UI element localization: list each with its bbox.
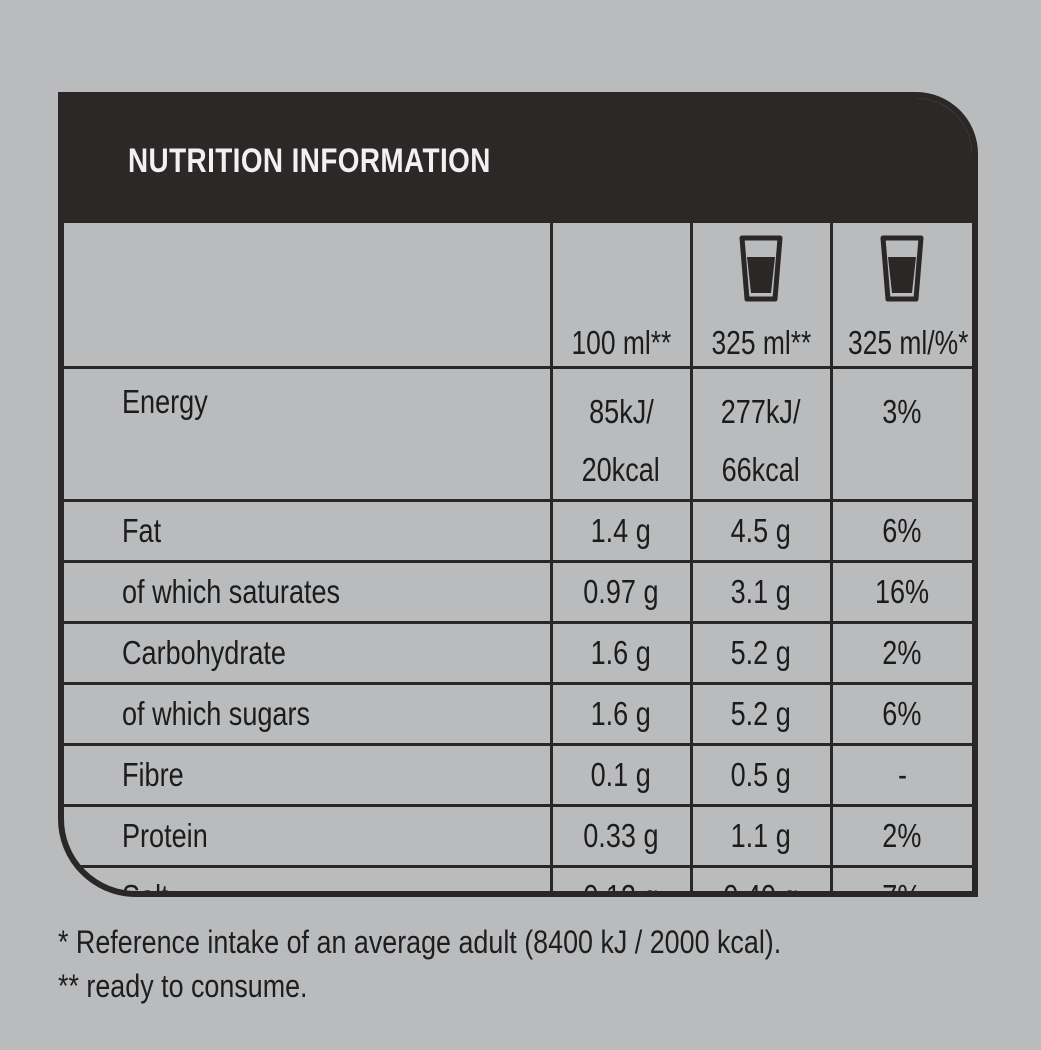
nutrient-name: Carbohydrate: [64, 621, 553, 685]
value-per-100ml: 1.4 g: [549, 499, 693, 563]
value-per-325ml: 277kJ/ 66kcal: [689, 366, 833, 502]
value-text: 7%: [882, 878, 922, 897]
label-title: NUTRITION INFORMATION: [128, 142, 491, 180]
nutrient-label: Fat: [122, 512, 162, 549]
header-per-serving: 325 ml**: [689, 220, 833, 369]
value-text: 6%: [882, 512, 922, 549]
value-text: 2%: [882, 817, 922, 854]
value-per-325ml: 5.2 g: [689, 682, 833, 746]
value-text: 0.1 g: [590, 756, 652, 793]
value-ri-percent: 7%: [829, 865, 972, 897]
value-text: 20kcal: [581, 451, 661, 488]
value-ri-percent: 6%: [829, 499, 972, 563]
header-label: 325 ml/%*: [847, 324, 968, 361]
value-text: 1.1 g: [730, 817, 792, 854]
value-per-100ml: 0.1 g: [549, 743, 693, 807]
value-text: 0.40 g: [723, 878, 799, 897]
table-row: Carbohydrate 1.6 g 5.2 g 2%: [64, 621, 972, 685]
table-row: Salt 0.12 g 0.40 g 7%: [64, 865, 972, 897]
header-blank-cell: [64, 220, 553, 369]
value-text: 1.6 g: [590, 634, 652, 671]
value-text: 66kcal: [721, 451, 801, 488]
nutrient-name: Energy: [64, 366, 553, 502]
value-ri-percent: 16%: [829, 560, 972, 624]
nutrient-label: of which saturates: [122, 573, 341, 610]
value-per-100ml: 1.6 g: [549, 682, 693, 746]
footnotes: * Reference intake of an average adult (…: [58, 920, 919, 1008]
value-text: -: [897, 756, 907, 793]
table-row: Protein 0.33 g 1.1 g 2%: [64, 804, 972, 868]
glass-icon: [739, 235, 783, 311]
title-bar: NUTRITION INFORMATION: [64, 98, 972, 220]
header-label: 100 ml**: [571, 324, 671, 361]
value-per-325ml: 0.5 g: [689, 743, 833, 807]
table-header-row: 100 ml** 325 ml** 325 ml: [64, 220, 972, 369]
header-per-100ml: 100 ml**: [549, 220, 693, 369]
nutrient-name: of which sugars: [64, 682, 553, 746]
table-row: of which sugars 1.6 g 5.2 g 6%: [64, 682, 972, 746]
value-ri-percent: 2%: [829, 621, 972, 685]
glass-icon: [880, 235, 924, 311]
value-text: 1.6 g: [590, 695, 652, 732]
nutrient-label: of which sugars: [122, 695, 311, 732]
value-text: 2%: [882, 634, 922, 671]
footnote-ready-to-consume: ** ready to consume.: [58, 968, 308, 1004]
value-per-325ml: 3.1 g: [689, 560, 833, 624]
value-ri-percent: 2%: [829, 804, 972, 868]
value-text: 0.33 g: [583, 817, 659, 854]
nutrient-label: Fibre: [122, 756, 184, 793]
header-label: 325 ml**: [711, 324, 811, 361]
value-text: 277kJ/: [721, 393, 801, 430]
value-text: 4.5 g: [730, 512, 792, 549]
value-ri-percent: 6%: [829, 682, 972, 746]
nutrient-label: Salt: [122, 878, 169, 897]
value-per-100ml: 0.97 g: [549, 560, 693, 624]
value-text: 6%: [882, 695, 922, 732]
nutrition-table: 100 ml** 325 ml** 325 ml: [64, 220, 972, 897]
value-text: 16%: [875, 573, 930, 610]
table-row: of which saturates 0.97 g 3.1 g 16%: [64, 560, 972, 624]
value-per-325ml: 1.1 g: [689, 804, 833, 868]
value-text: 0.5 g: [730, 756, 792, 793]
table-row: Fat 1.4 g 4.5 g 6%: [64, 499, 972, 563]
table-row-energy: Energy 85kJ/ 20kcal 277kJ/ 66kcal 3%: [64, 366, 972, 502]
value-text: 3.1 g: [730, 573, 792, 610]
nutrient-name: Fat: [64, 499, 553, 563]
value-per-325ml: 0.40 g: [689, 865, 833, 897]
header-ri-percent: 325 ml/%*: [829, 220, 972, 369]
value-text: 5.2 g: [730, 634, 792, 671]
value-text: 5.2 g: [730, 695, 792, 732]
nutrient-label: Carbohydrate: [122, 634, 286, 671]
nutrient-label: Protein: [122, 817, 208, 854]
value-text: 0.97 g: [583, 573, 659, 610]
value-text: 1.4 g: [590, 512, 652, 549]
nutrition-label: NUTRITION INFORMATION 100 ml** 325 ml**: [58, 92, 978, 897]
value-text: 0.12 g: [583, 878, 659, 897]
value-per-325ml: 5.2 g: [689, 621, 833, 685]
nutrient-name: Salt: [64, 865, 553, 897]
value-per-100ml: 1.6 g: [549, 621, 693, 685]
value-ri-percent: 3%: [829, 366, 972, 502]
nutrient-label: Energy: [122, 383, 208, 420]
value-per-100ml: 0.12 g: [549, 865, 693, 897]
nutrient-name: Protein: [64, 804, 553, 868]
table-row: Fibre 0.1 g 0.5 g -: [64, 743, 972, 807]
value-ri-percent: -: [829, 743, 972, 807]
value-per-100ml: 85kJ/ 20kcal: [549, 366, 693, 502]
value-per-100ml: 0.33 g: [549, 804, 693, 868]
value-text: 85kJ/: [588, 393, 654, 430]
value-per-325ml: 4.5 g: [689, 499, 833, 563]
footnote-reference-intake: * Reference intake of an average adult (…: [58, 924, 782, 960]
nutrient-name: of which saturates: [64, 560, 553, 624]
value-text: 3%: [882, 393, 922, 430]
nutrient-name: Fibre: [64, 743, 553, 807]
